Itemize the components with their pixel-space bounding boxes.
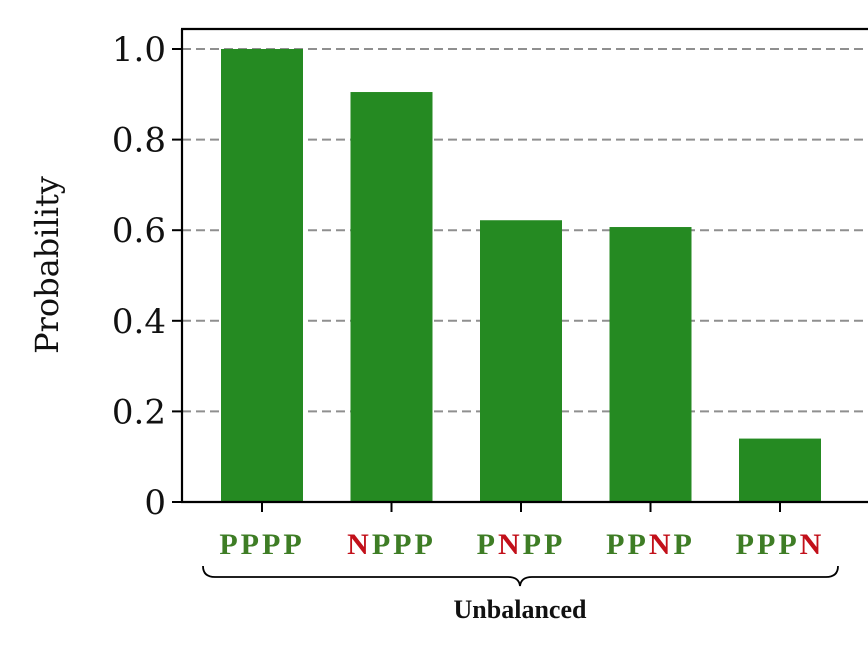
x-tick-label: PPPP	[219, 528, 304, 561]
x-tick-label: PPNP	[606, 528, 695, 561]
y-tick-label: 0	[144, 483, 166, 523]
x-tick-label: PPPN	[736, 528, 825, 561]
x-ticks: PPPP NPPP PNPP PPNP PPPN	[219, 502, 825, 561]
y-tick-label: 1.0	[112, 30, 166, 70]
y-ticks: 0 0.2 0.4 0.6 0.8 1.0	[112, 30, 182, 523]
y-axis-title: Probability	[28, 176, 66, 354]
bar-pnpp	[480, 220, 562, 502]
x-tick-label: PNPP	[477, 528, 566, 561]
group-brace	[202, 565, 839, 587]
bar-pppn	[739, 438, 821, 502]
y-tick-label: 0.4	[112, 302, 166, 342]
group-label: Unbalanced	[454, 595, 587, 624]
y-tick-label: 0.8	[112, 121, 166, 161]
bar-ppnp	[609, 227, 692, 503]
y-tick-label: 0.2	[112, 392, 166, 432]
axes	[180, 27, 868, 504]
bar-pppp	[221, 49, 303, 502]
bars	[221, 49, 821, 503]
y-tick-label: 0.6	[112, 211, 166, 251]
bar-nppp	[350, 92, 433, 502]
x-tick-label: NPPP	[347, 528, 436, 561]
